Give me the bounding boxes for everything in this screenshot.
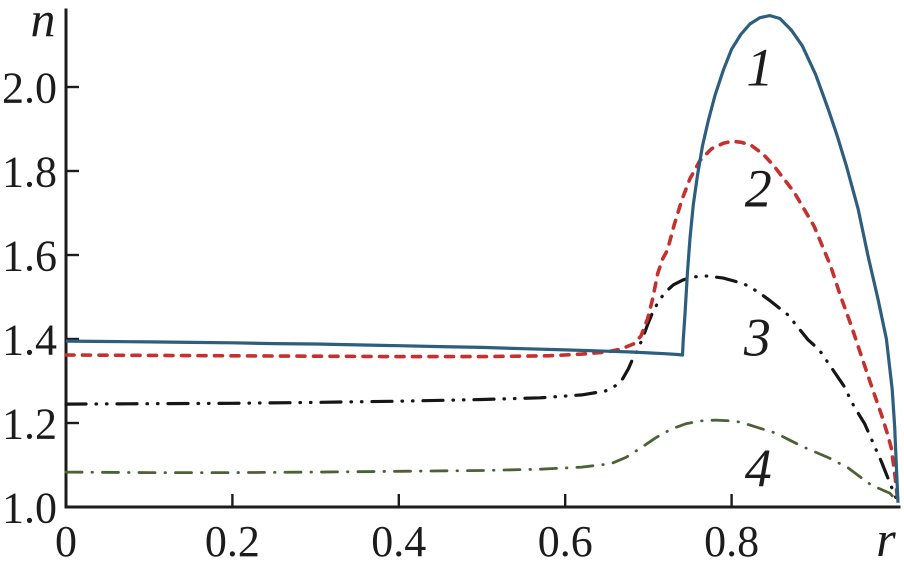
y-tick-label: 1.0: [2, 483, 57, 532]
x-tick-label: 0.2: [205, 517, 260, 566]
y-axis-title: n: [31, 0, 56, 47]
curve-label-3: 3: [743, 308, 771, 368]
x-tick-label: 0.8: [704, 517, 759, 566]
y-tick-label: 1.8: [2, 147, 57, 196]
curve-3: [64, 274, 900, 505]
x-tick-label: 0.4: [371, 517, 426, 566]
x-tick-label: 0: [55, 517, 77, 566]
curve-4: [64, 418, 900, 504]
y-tick-label: 1.2: [2, 399, 57, 448]
x-axis-title: r: [876, 511, 896, 566]
curve-label-1: 1: [746, 37, 773, 97]
curve-1: [65, 14, 900, 503]
x-tick-label: 0.6: [538, 517, 593, 566]
curve-2: [64, 139, 900, 505]
y-tick-label: 1.6: [2, 231, 57, 280]
curve-label-4: 4: [745, 438, 772, 498]
y-tick-label: 1.4: [2, 315, 57, 364]
curve-label-2: 2: [745, 158, 772, 218]
y-tick-label: 2.0: [2, 63, 57, 112]
